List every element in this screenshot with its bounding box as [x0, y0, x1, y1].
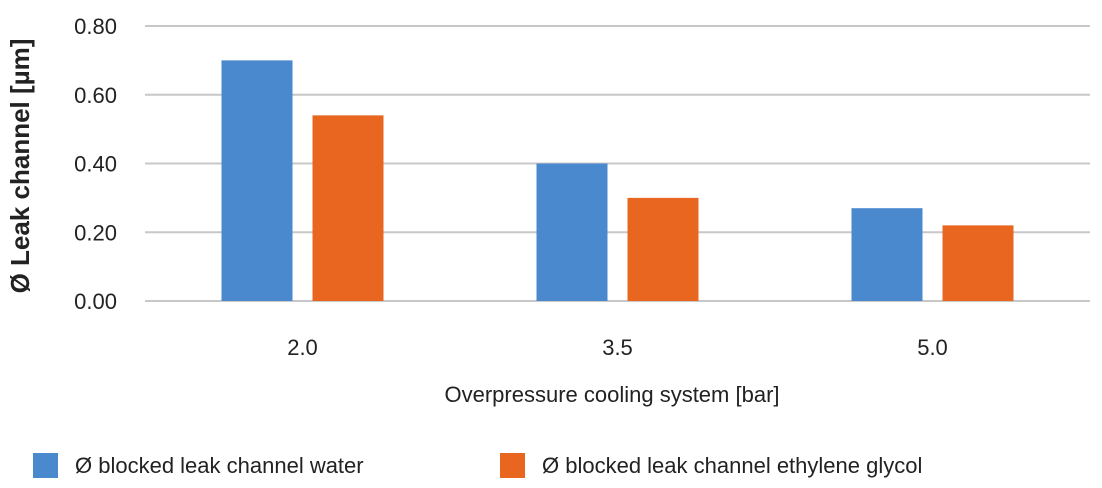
x-tick-label: 5.0 — [917, 335, 948, 360]
legend: Ø blocked leak channel water Ø blocked le… — [33, 453, 922, 478]
y-tick-label: 0.60 — [74, 83, 117, 108]
y-axis-ticks: 0.00 0.20 0.40 0.60 0.80 — [74, 14, 117, 314]
x-tick-label: 3.5 — [602, 335, 633, 360]
bar-water-3.5 — [536, 163, 608, 301]
bar-ethylene-glycol-5.0 — [942, 225, 1014, 301]
bars-layer — [221, 60, 1014, 301]
legend-label: Ø blocked leak channel water — [75, 453, 364, 478]
bar-water-2.0 — [221, 60, 293, 301]
y-tick-label: 0.20 — [74, 220, 117, 245]
x-axis-ticks: 2.0 3.5 5.0 — [287, 335, 948, 360]
x-axis-title: Overpressure cooling system [bar] — [444, 382, 779, 407]
bar-ethylene-glycol-3.5 — [627, 197, 699, 301]
y-tick-label: 0.40 — [74, 152, 117, 177]
legend-swatch — [33, 453, 58, 478]
legend-swatch — [500, 453, 525, 478]
y-tick-label: 0.00 — [74, 289, 117, 314]
y-axis-title: Ø Leak channel [µm] — [5, 39, 35, 294]
bar-water-5.0 — [851, 208, 923, 301]
legend-label: Ø blocked leak channel ethylene glycol — [542, 453, 922, 478]
y-tick-label: 0.80 — [74, 14, 117, 39]
x-tick-label: 2.0 — [287, 335, 318, 360]
bar-ethylene-glycol-2.0 — [312, 115, 384, 301]
grid-layer — [145, 25, 1090, 302]
